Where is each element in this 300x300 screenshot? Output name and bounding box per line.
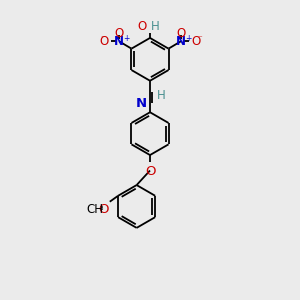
Text: N: N [114,35,124,48]
Text: O: O [138,20,147,33]
Text: ⁻: ⁻ [198,34,203,43]
Text: ⁻: ⁻ [100,34,105,43]
Text: +: + [185,34,191,43]
Text: N: N [176,35,186,48]
Text: O: O [114,27,124,40]
Text: H: H [157,88,165,101]
Text: CH: CH [86,203,103,216]
Text: O: O [176,27,186,40]
Text: H: H [151,20,159,33]
Text: O: O [191,35,201,48]
Text: O: O [99,203,109,216]
Text: O: O [145,165,156,178]
Text: +: + [123,34,129,43]
Text: N: N [135,97,146,110]
Text: ₃: ₃ [76,203,103,212]
Text: O: O [99,35,109,48]
